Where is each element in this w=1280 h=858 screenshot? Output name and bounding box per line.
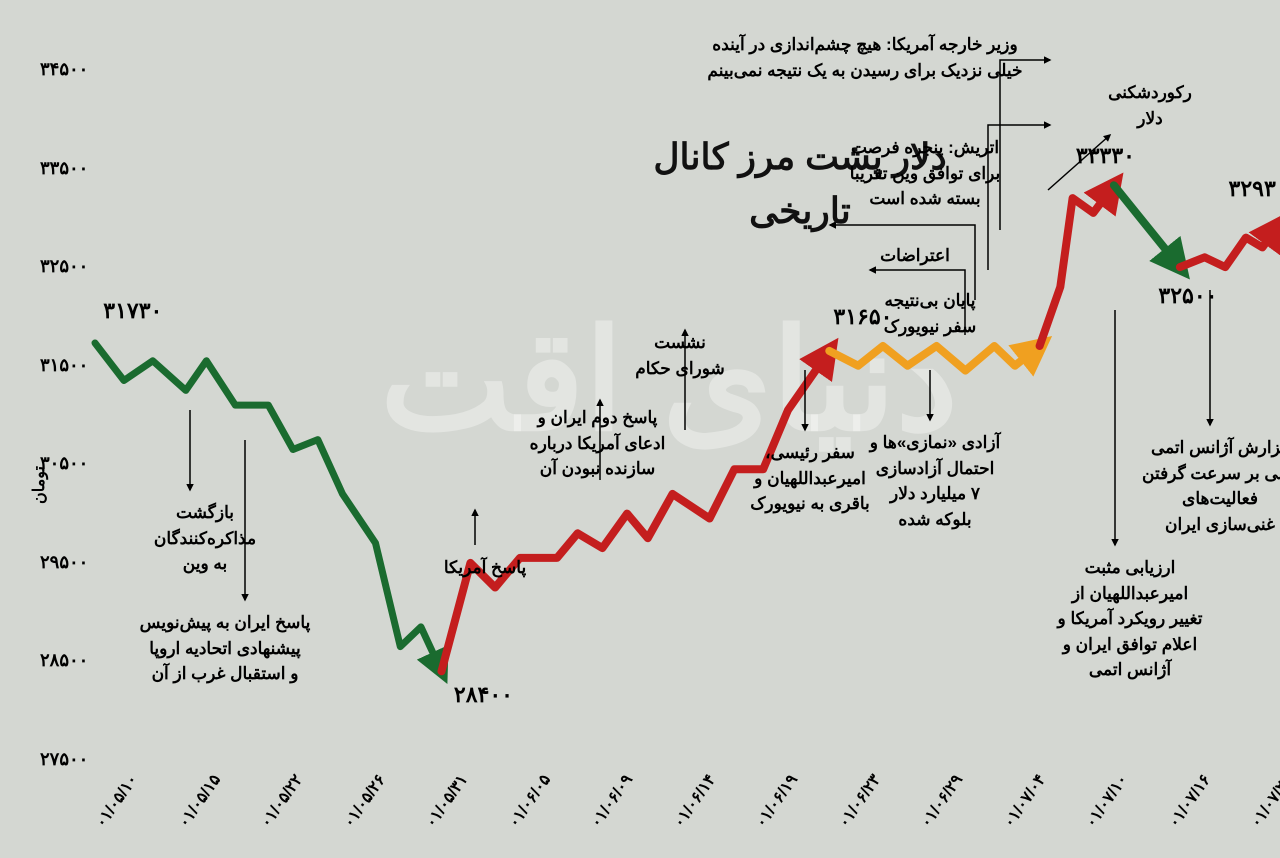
annotation-text: بازگشتمذاکره‌کنندگانبه وین <box>140 500 270 577</box>
y-tick: ۲۷۵۰۰ <box>40 749 88 770</box>
value-label: ۳۲۹۳۰ <box>1229 176 1280 202</box>
annotation-text: اتریش: پنجره فرصتبرای توافق وین تقریبابس… <box>835 135 1015 212</box>
chart-container: دنیای اقت دلار پشت مرز کانال تاریخی توما… <box>0 0 1280 858</box>
value-label: ۳۱۷۳۰ <box>103 298 162 324</box>
value-label: ۲۸۴۰۰ <box>454 682 513 708</box>
annotation-text: نشستشورای حکام <box>620 330 740 381</box>
annotation-text: پایان بی‌نتیجهسفر نیویورک <box>870 288 990 339</box>
annotation-text: اعتراضات <box>870 243 960 269</box>
price-line-segment <box>1040 185 1114 346</box>
y-tick: ۳۲۵۰۰ <box>40 256 88 277</box>
y-tick: ۲۸۵۰۰ <box>40 650 88 671</box>
annotation-text: گزارش آژانس اتمیمبنی بر سرعت گرفتنفعالیت… <box>1140 435 1280 537</box>
value-label: ۳۲۵۰۰ <box>1158 283 1217 309</box>
annotation-text: ارزیابی مثبتامیرعبداللهیان ازتغییر رویکر… <box>1040 555 1220 683</box>
y-tick: ۳۴۵۰۰ <box>40 59 88 80</box>
value-label: ۳۳۳۳۰ <box>1076 143 1135 169</box>
y-tick: ۳۳۵۰۰ <box>40 158 88 179</box>
annotation-text: رکوردشکنیدلار <box>1095 80 1205 131</box>
y-tick: ۳۱۵۰۰ <box>40 355 88 376</box>
annotation-text: پاسخ دوم ایران وادعای آمریکا دربارهسازند… <box>520 405 675 482</box>
price-line-segment <box>1180 225 1279 267</box>
price-line-segment <box>1114 185 1180 267</box>
annotation-text: سفر رئیسی،امیرعبداللهیان وباقری به نیویو… <box>740 440 880 517</box>
price-line-segment <box>829 346 1039 371</box>
annotation-text: پاسخ آمریکا <box>430 555 540 581</box>
annotation-text: آزادی «نمازی»ها واحتمال آزادسازی۷ میلیار… <box>860 430 1010 532</box>
y-tick: ۳۰۵۰۰ <box>40 453 88 474</box>
annotation-text: پاسخ ایران به پیش‌نویسپیشنهادی اتحادیه ا… <box>130 610 320 687</box>
y-tick: ۲۹۵۰۰ <box>40 552 88 573</box>
annotation-text: وزیر خارجه آمریکا: هیچ چشم‌اندازی در آین… <box>680 32 1050 83</box>
